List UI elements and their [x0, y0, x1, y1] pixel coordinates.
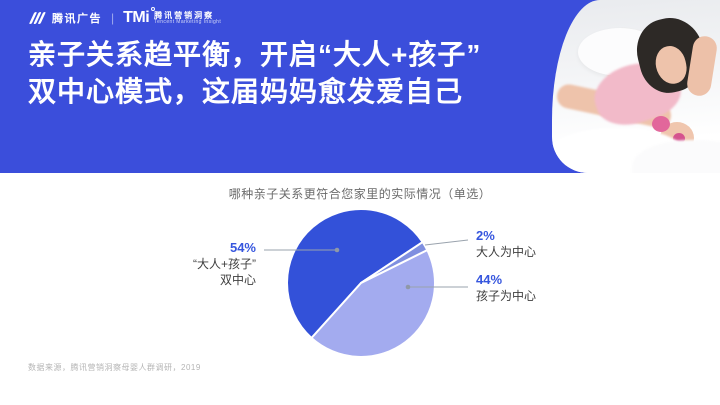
leader-lines [264, 239, 469, 288]
tmi-tagline: 腾讯营销洞察 Tencent Marketing Insight [154, 11, 221, 26]
pie-slices [286, 208, 436, 358]
callout-dual-center-pct: 54% [229, 240, 256, 255]
callout-child-center-label: 孩子为中心 [476, 289, 537, 303]
callout-child-center: 44% 孩子为中心 [476, 272, 536, 304]
headline-line1: 亲子关系趋平衡，开启“大人+孩子” [28, 39, 482, 70]
tencent-ads-wordmark: 腾讯广告 [52, 13, 102, 25]
pie-chart [264, 208, 469, 358]
callout-adult-center: 2% 大人为中心 [476, 228, 536, 260]
headline-line2: 双中心模式，这届妈妈愈发爱自己 [28, 76, 464, 107]
callout-dual-center: 54% “大人+孩子” 双中心 [110, 240, 256, 288]
hero-photo [552, 0, 720, 173]
photo-baby-pacifier [673, 133, 685, 144]
headline: 亲子关系趋平衡，开启“大人+孩子” 双中心模式，这届妈妈愈发爱自己 [28, 36, 481, 110]
callout-dual-center-line1: “大人+孩子” [192, 257, 256, 271]
callout-child-center-pct: 44% [476, 272, 503, 287]
chart-title: 哪种亲子关系更符合您家里的实际情况（单选） [228, 187, 492, 201]
tmi-tagline-en: Tencent Marketing Insight [154, 18, 222, 25]
photo-baby-bow [652, 116, 670, 132]
tmi-logo: TMi [123, 7, 156, 27]
data-source-note: 数据来源，腾讯营销洞察母婴人群调研，2019 [28, 363, 201, 372]
pie-slice-3 [310, 249, 436, 358]
logo-separator: | [111, 11, 115, 25]
tencent-ads-icon [28, 11, 46, 25]
pie-slice-1 [286, 208, 424, 339]
leader-line-2 [424, 239, 469, 246]
logo-row: 腾讯广告 | TMi 腾讯营销洞察 Tencent Marketing Insi… [28, 7, 221, 27]
leader-dot-54 [334, 247, 340, 253]
tmi-tagline-cn: 腾讯营销洞察 [154, 10, 215, 20]
tmi-ring-icon [151, 7, 156, 11]
callout-adult-center-label: 大人为中心 [476, 245, 537, 259]
callout-adult-center-pct: 2% [476, 228, 495, 243]
leader-dot-44 [405, 284, 411, 290]
callout-dual-center-line2: 双中心 [219, 273, 256, 287]
